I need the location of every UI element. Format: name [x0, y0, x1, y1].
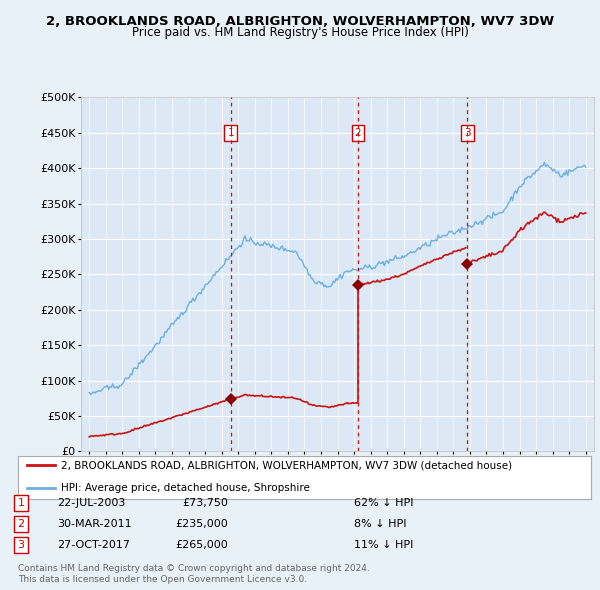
Text: This data is licensed under the Open Government Licence v3.0.: This data is licensed under the Open Gov…	[18, 575, 307, 584]
Text: 62% ↓ HPI: 62% ↓ HPI	[354, 498, 413, 507]
Text: 30-MAR-2011: 30-MAR-2011	[57, 519, 131, 529]
Text: 2, BROOKLANDS ROAD, ALBRIGHTON, WOLVERHAMPTON, WV7 3DW: 2, BROOKLANDS ROAD, ALBRIGHTON, WOLVERHA…	[46, 15, 554, 28]
Text: 3: 3	[17, 540, 25, 550]
Text: 27-OCT-2017: 27-OCT-2017	[57, 540, 130, 550]
Text: Price paid vs. HM Land Registry's House Price Index (HPI): Price paid vs. HM Land Registry's House …	[131, 26, 469, 39]
Text: 8% ↓ HPI: 8% ↓ HPI	[354, 519, 407, 529]
Text: 1: 1	[17, 498, 25, 507]
Text: £265,000: £265,000	[175, 540, 228, 550]
Text: HPI: Average price, detached house, Shropshire: HPI: Average price, detached house, Shro…	[61, 483, 310, 493]
Text: 2: 2	[355, 128, 361, 137]
Text: 11% ↓ HPI: 11% ↓ HPI	[354, 540, 413, 550]
Text: 2, BROOKLANDS ROAD, ALBRIGHTON, WOLVERHAMPTON, WV7 3DW (detached house): 2, BROOKLANDS ROAD, ALBRIGHTON, WOLVERHA…	[61, 460, 512, 470]
Text: Contains HM Land Registry data © Crown copyright and database right 2024.: Contains HM Land Registry data © Crown c…	[18, 565, 370, 573]
Text: 3: 3	[464, 128, 470, 137]
Text: 22-JUL-2003: 22-JUL-2003	[57, 498, 125, 507]
Text: £235,000: £235,000	[175, 519, 228, 529]
Text: 1: 1	[227, 128, 234, 137]
Text: 2: 2	[17, 519, 25, 529]
Text: £73,750: £73,750	[182, 498, 228, 507]
